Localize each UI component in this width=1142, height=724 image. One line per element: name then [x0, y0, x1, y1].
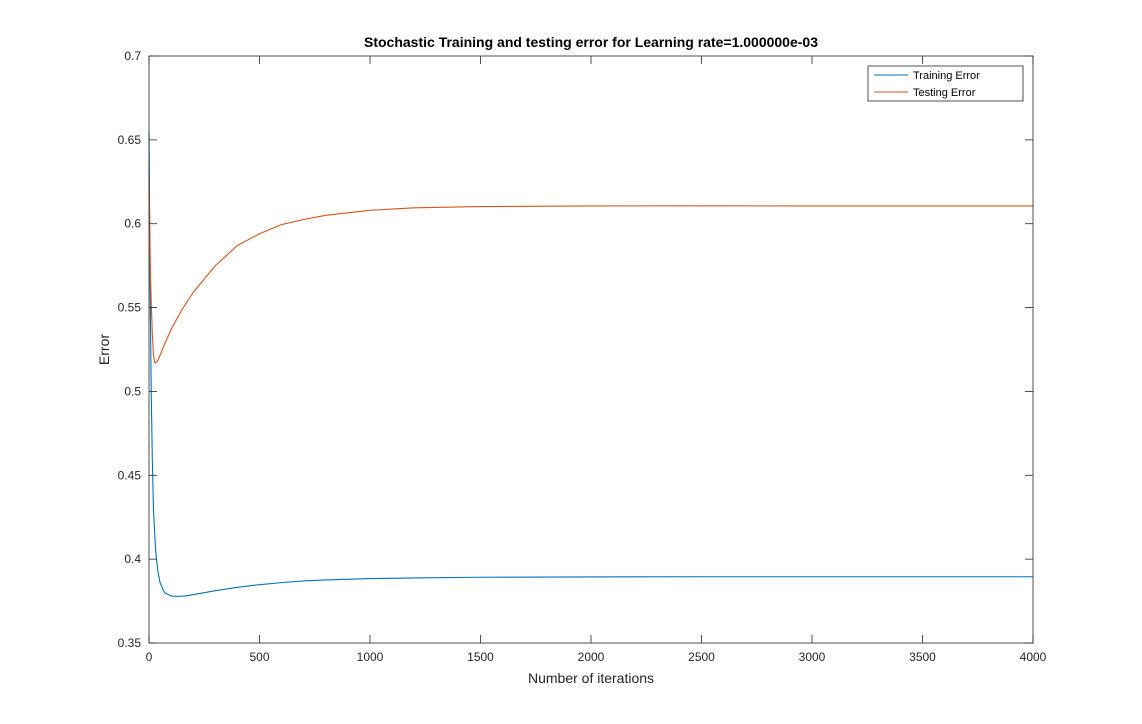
y-tick-label: 0.4	[124, 552, 141, 566]
y-tick-label: 0.45	[118, 468, 142, 482]
x-tick-label: 500	[249, 650, 269, 664]
y-tick-label: 0.65	[118, 133, 142, 147]
y-tick-label: 0.55	[118, 301, 142, 315]
legend-label-testing-error: Testing Error	[913, 87, 976, 99]
x-tick-label: 3000	[799, 650, 826, 664]
x-axis-ticks: 0 500 1000 1500 2000 2500 3000 3500 4000	[146, 56, 1047, 664]
y-tick-label: 0.5	[124, 384, 141, 398]
x-axis-title: Number of iterations	[528, 670, 654, 686]
plot-area	[149, 56, 1033, 643]
x-tick-label: 1500	[467, 650, 494, 664]
x-tick-label: 0	[146, 650, 153, 664]
series-layer	[148, 131, 1033, 597]
x-tick-label: 3500	[909, 650, 936, 664]
y-tick-label: 0.6	[124, 217, 141, 231]
y-tick-label: 0.7	[124, 49, 141, 63]
chart-title: Stochastic Training and testing error fo…	[364, 34, 818, 50]
x-tick-label: 2500	[688, 650, 715, 664]
y-axis-title: Error	[96, 334, 112, 365]
y-axis-ticks: 0.35 0.4 0.45 0.5 0.55 0.6 0.65 0.7	[118, 49, 1033, 650]
x-tick-label: 4000	[1020, 650, 1047, 664]
x-tick-label: 1000	[357, 650, 384, 664]
x-tick-label: 2000	[578, 650, 605, 664]
y-tick-label: 0.35	[118, 636, 142, 650]
legend-label-training-error: Training Error	[913, 70, 980, 82]
legend: Training Error Testing Error	[867, 65, 1024, 102]
series-line-training-error	[148, 131, 1033, 597]
legend-box	[867, 65, 1024, 102]
series-line-testing-error	[148, 173, 1033, 364]
